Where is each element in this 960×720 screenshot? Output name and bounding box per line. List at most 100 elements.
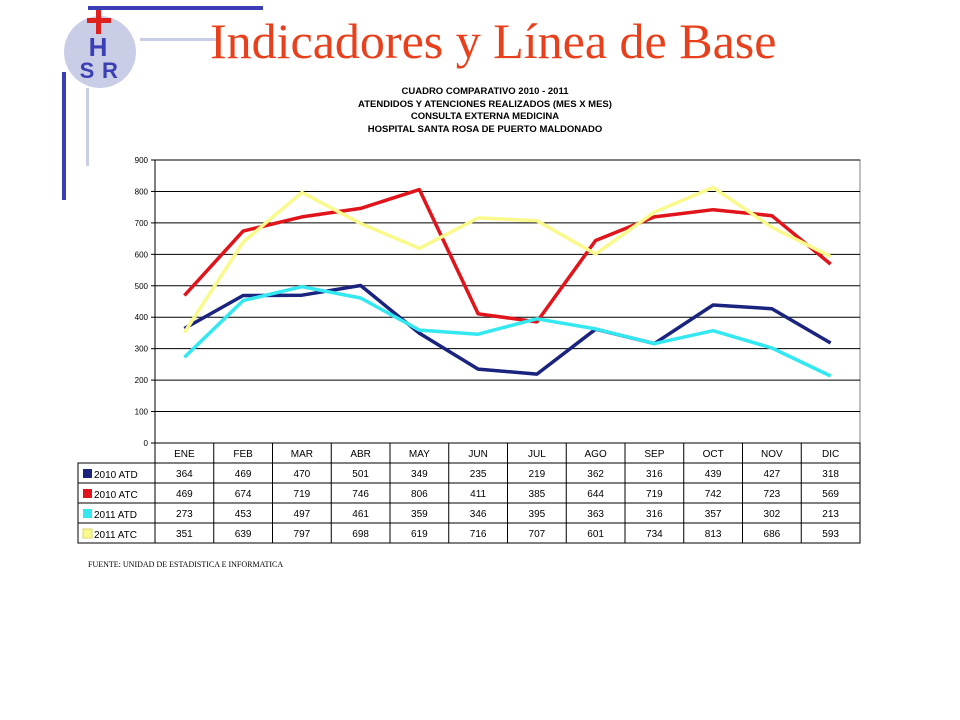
legend-key <box>83 509 92 518</box>
data-label: 385 <box>529 489 546 500</box>
data-label: 639 <box>235 529 252 540</box>
legend-label: 2010 ATC <box>94 490 138 501</box>
data-label: 601 <box>587 529 604 540</box>
chart-heading-line: ATENDIDOS Y ATENCIONES REALIZADOS (MES X… <box>358 98 612 110</box>
y-tick-label: 900 <box>135 156 149 165</box>
data-label: 411 <box>470 489 486 500</box>
chart-heading-line: CONSULTA EXTERNA MEDICINA <box>410 111 560 122</box>
data-label: 469 <box>235 469 252 480</box>
data-label: 359 <box>411 509 428 520</box>
data-label: 569 <box>822 489 839 500</box>
page-title: Indicadores y Línea de Base <box>210 13 777 69</box>
chart-heading-line: HOSPITAL SANTA ROSA DE PUERTO MALDONADO <box>367 123 603 135</box>
x-tick-label: JUL <box>528 449 546 460</box>
legend-label: 2010 ATD <box>94 470 138 481</box>
series-line-2010-atc <box>183 187 832 324</box>
data-label: 593 <box>822 529 839 540</box>
legend-label: 2011 ATD <box>94 510 137 521</box>
data-label: 716 <box>470 529 487 540</box>
data-label: 797 <box>294 529 311 540</box>
hospital-logo: H S R <box>64 10 136 88</box>
data-label: 746 <box>352 489 369 500</box>
logo-letter-h: H <box>89 32 108 62</box>
data-label: 453 <box>235 509 252 520</box>
x-tick-label: ENE <box>174 449 195 460</box>
top-decor-line <box>88 6 263 10</box>
x-tick-label: ABR <box>350 449 371 460</box>
x-tick-label: OCT <box>703 449 724 460</box>
logo-letter-r: R <box>102 58 118 83</box>
data-label: 439 <box>705 469 722 480</box>
data-label: 235 <box>470 469 487 480</box>
series-line-2010-atd <box>183 283 832 376</box>
series-line-2011-atd <box>183 284 832 378</box>
data-label: 813 <box>705 529 722 540</box>
data-label: 316 <box>646 509 663 520</box>
y-tick-label: 600 <box>135 250 149 259</box>
y-tick-label: 800 <box>135 187 149 196</box>
legend-key <box>83 489 92 498</box>
data-label: 674 <box>235 489 252 500</box>
data-label: 719 <box>646 489 663 500</box>
legend-key <box>82 528 93 539</box>
data-label: 686 <box>764 529 781 540</box>
data-label: 742 <box>705 489 722 500</box>
data-label: 349 <box>411 469 428 480</box>
x-tick-label: MAR <box>291 449 313 460</box>
data-label: 302 <box>764 509 781 520</box>
plot-area <box>154 159 861 444</box>
y-tick-label: 400 <box>135 313 149 322</box>
data-label: 707 <box>529 529 546 540</box>
data-label: 497 <box>294 509 311 520</box>
data-label: 316 <box>646 469 663 480</box>
logo-letter-s: S <box>80 58 95 83</box>
light-decor-line-v <box>86 88 89 166</box>
left-decor-line <box>62 72 66 200</box>
data-label: 364 <box>176 469 193 480</box>
chart-heading: CUADRO COMPARATIVO 2010 - 2011 ATENDIDOS… <box>150 86 820 136</box>
data-label: 346 <box>470 509 487 520</box>
data-label: 469 <box>176 489 193 500</box>
data-label: 734 <box>646 529 663 540</box>
data-label: 719 <box>294 489 311 500</box>
x-tick-label: SEP <box>644 449 664 460</box>
data-label: 470 <box>294 469 311 480</box>
x-tick-label: JUN <box>468 449 487 460</box>
y-tick-label: 100 <box>135 408 149 417</box>
x-tick-label: AGO <box>585 449 607 460</box>
legend-key <box>83 469 92 478</box>
logo-cross-h <box>87 18 111 23</box>
data-label: 351 <box>176 529 193 540</box>
x-tick-label: NOV <box>761 449 783 460</box>
y-tick-label: 200 <box>135 376 149 385</box>
data-label: 723 <box>764 489 781 500</box>
light-decor-line-h <box>140 38 216 41</box>
data-label: 461 <box>352 509 369 520</box>
data-label: 213 <box>822 509 839 520</box>
series-line-2011-atc <box>182 185 832 334</box>
data-label: 806 <box>411 489 428 500</box>
data-label: 219 <box>529 469 546 480</box>
y-tick-label: 500 <box>135 282 149 291</box>
x-tick-label: DIC <box>822 449 839 460</box>
chart-heading-line: CUADRO COMPARATIVO 2010 - 2011 <box>401 86 569 97</box>
data-label: 363 <box>587 509 604 520</box>
data-label: 619 <box>411 529 428 540</box>
y-tick-label: 700 <box>135 219 149 228</box>
logo-circle <box>64 16 136 88</box>
x-tick-label: FEB <box>233 449 253 460</box>
source-note: FUENTE: UNIDAD DE ESTADISTICA E INFORMAT… <box>88 560 284 569</box>
x-tick-label: MAY <box>409 449 430 460</box>
data-label: 698 <box>352 529 369 540</box>
data-label: 427 <box>764 469 781 480</box>
data-label: 395 <box>529 509 546 520</box>
y-tick-label: 300 <box>135 345 149 354</box>
data-label: 318 <box>822 469 839 480</box>
data-label: 273 <box>176 509 193 520</box>
legend-label: 2011 ATC <box>94 530 137 541</box>
data-label: 357 <box>705 509 722 520</box>
data-label: 501 <box>352 469 369 480</box>
y-tick-label: 0 <box>144 439 149 448</box>
data-label: 644 <box>587 489 604 500</box>
